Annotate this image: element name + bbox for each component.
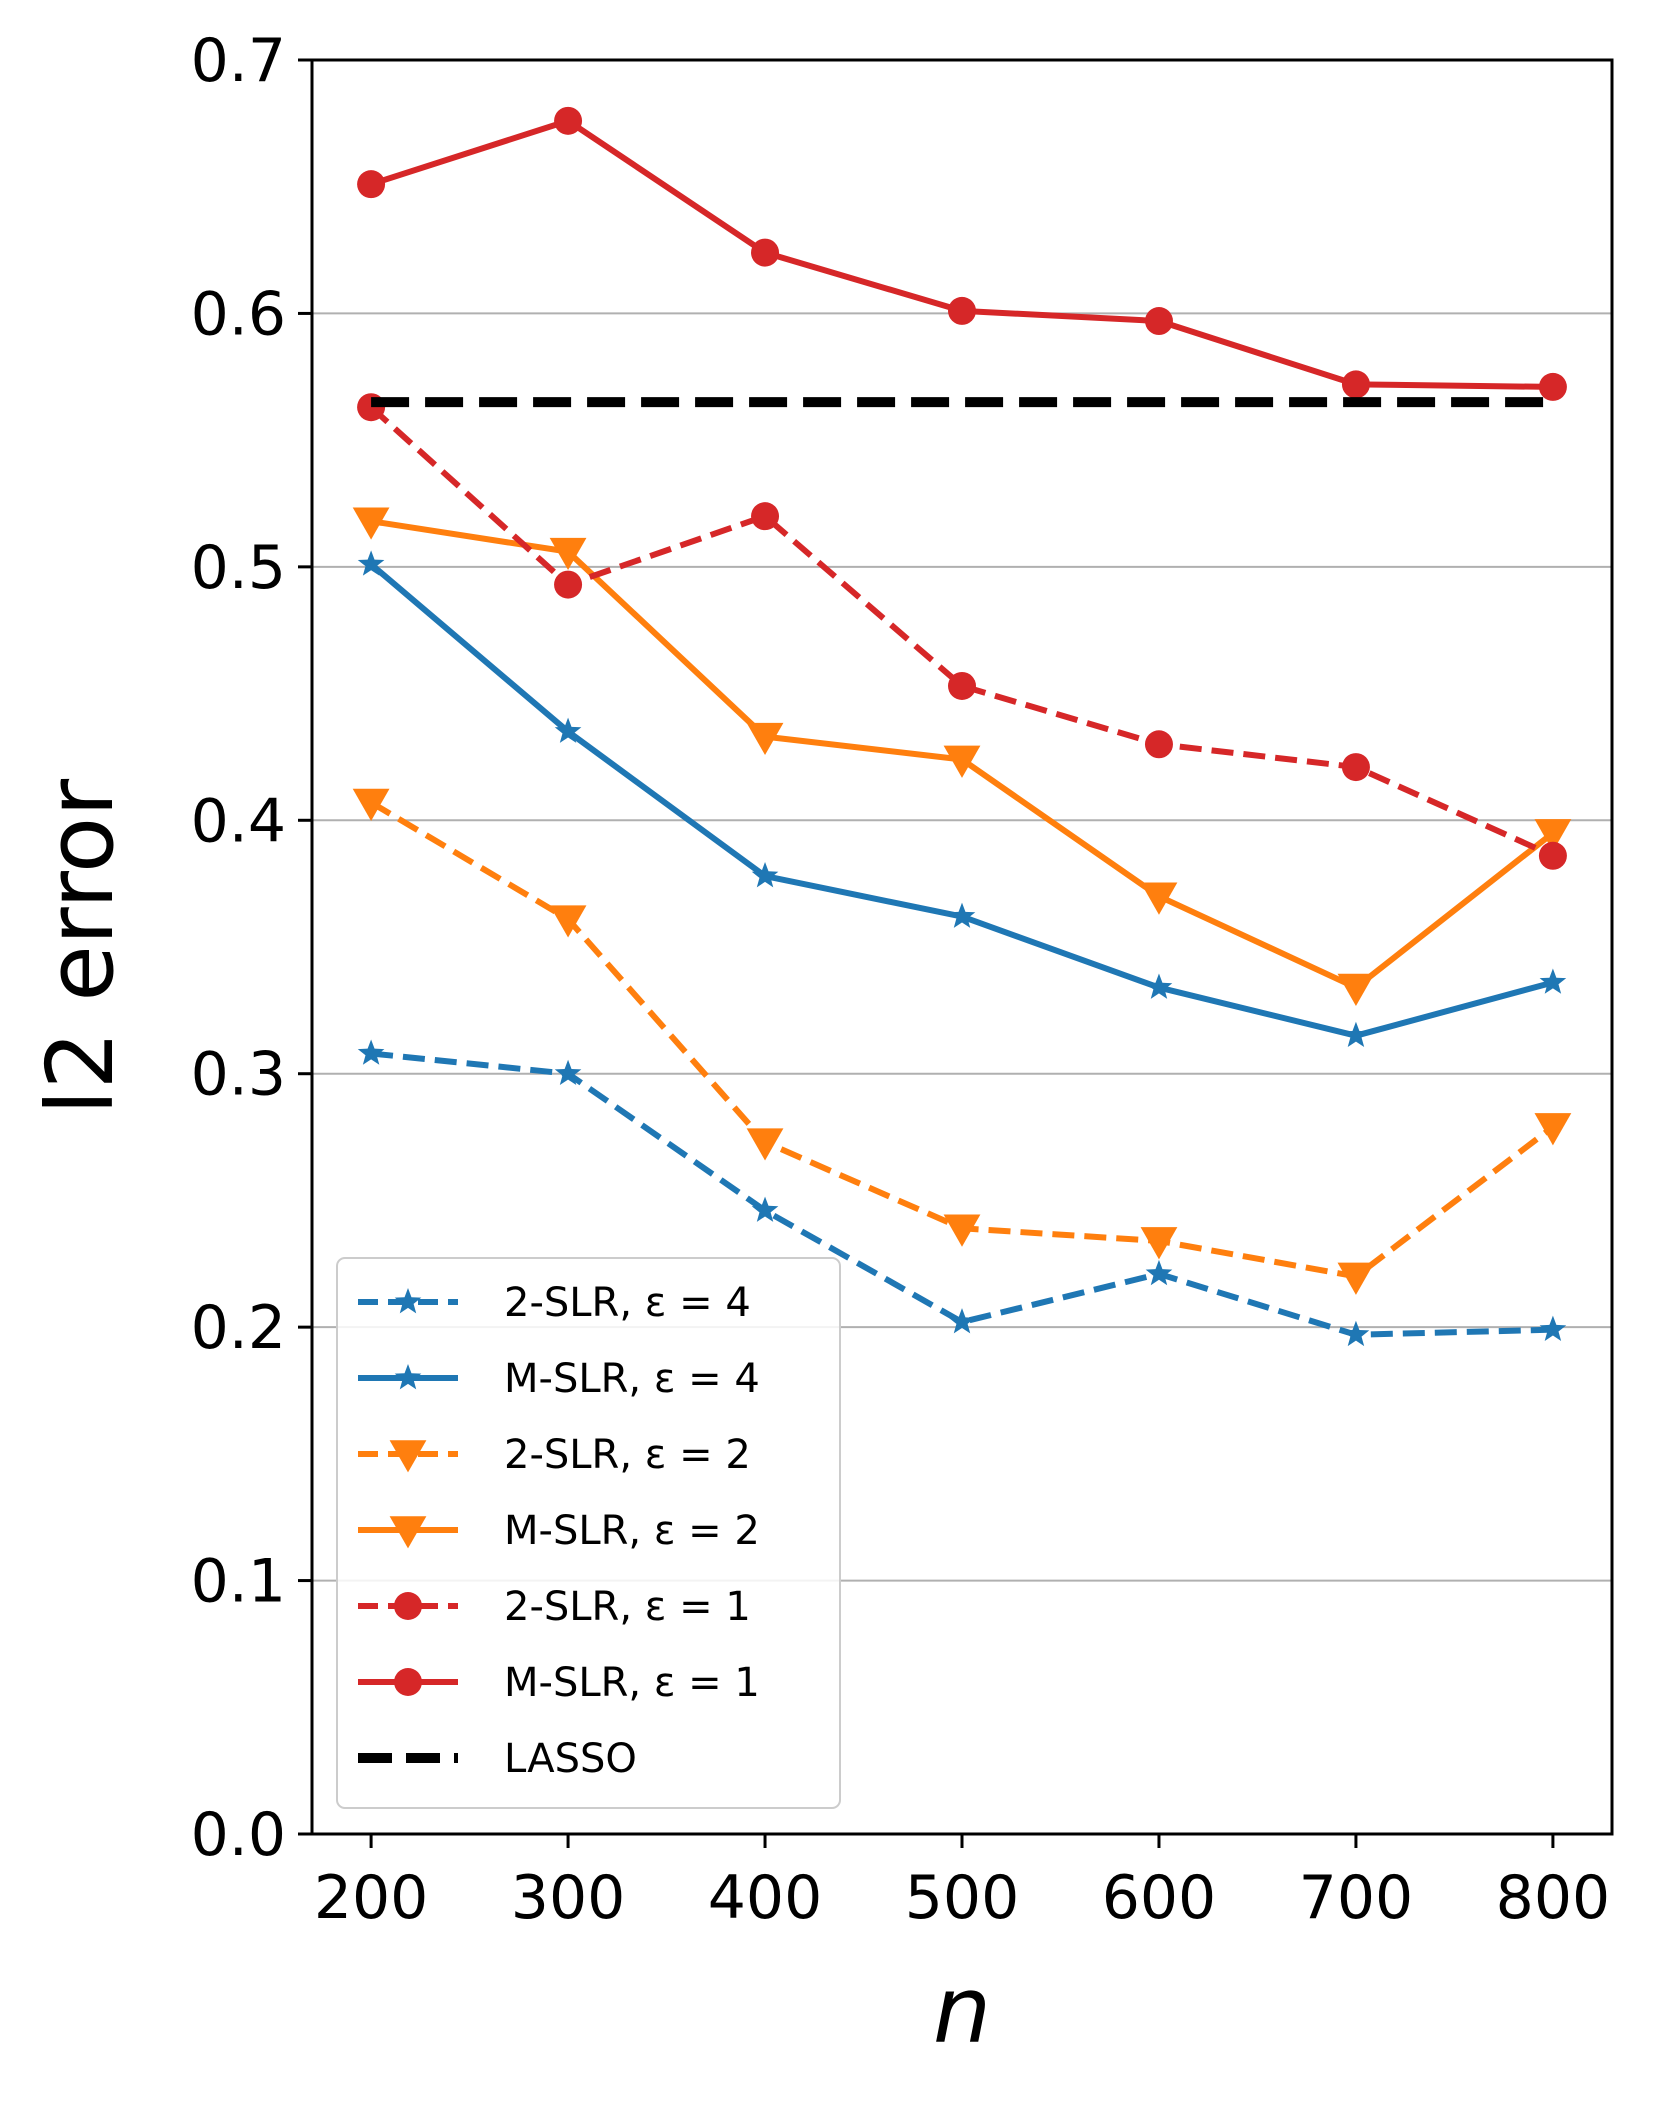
x-axis-label: n — [933, 1957, 991, 2064]
x-axis: 200 300 400 500 600 700 800 — [314, 1834, 1610, 1933]
data-point-star — [1539, 1315, 1567, 1342]
data-point-star — [357, 550, 385, 576]
series — [357, 1039, 1567, 1347]
data-point-circle — [751, 238, 780, 267]
legend-box — [336, 1257, 841, 1809]
data-point-star — [394, 1364, 422, 1390]
data-point-circle — [394, 1668, 422, 1696]
data-point-triangle — [943, 745, 981, 778]
data-point-triangle — [1337, 973, 1375, 1006]
data-point-star — [357, 1039, 385, 1065]
data-point-circle — [1341, 370, 1370, 399]
y-tick-label: 0.2 — [191, 1293, 286, 1363]
data-point-triangle — [1534, 1113, 1572, 1146]
legend-label: LASSO — [504, 1736, 637, 1782]
series-line — [369, 799, 1555, 1280]
y-tick-label: 0.1 — [191, 1547, 286, 1617]
data-point-circle — [1144, 307, 1173, 336]
legend-label: M-SLR, ε = 1 — [504, 1660, 760, 1706]
y-axis: 0.0 0.1 0.2 0.3 0.4 0.5 0.6 0.7 — [191, 26, 312, 1870]
series-line — [370, 117, 1553, 390]
x-tick-label: 800 — [1496, 1863, 1611, 1933]
data-point-circle — [1341, 753, 1370, 782]
data-point-circle — [394, 1592, 422, 1620]
data-point-star — [948, 902, 976, 928]
data-point-star — [751, 1196, 779, 1222]
series — [352, 788, 1572, 1295]
data-point-star — [1539, 968, 1567, 994]
data-point-triangle — [549, 905, 587, 938]
legend: 2-SLR, ε = 4 M-SLR, ε = 4 2-SLR, ε = 2 M-SL… — [336, 1257, 841, 1809]
data-point-triangle — [389, 1440, 427, 1473]
legend-label: M-SLR, ε = 2 — [504, 1508, 760, 1554]
y-tick-label: 0.6 — [191, 279, 286, 349]
legend-label: 2-SLR, ε = 4 — [504, 1280, 751, 1326]
series-line — [369, 404, 1555, 859]
y-tick-label: 0.0 — [191, 1800, 286, 1870]
data-point-triangle — [943, 1214, 981, 1247]
data-point-circle — [1144, 730, 1173, 759]
data-point-star — [394, 1288, 422, 1314]
x-tick-label: 600 — [1102, 1863, 1217, 1933]
data-point-triangle — [352, 507, 390, 540]
x-tick-label: 200 — [314, 1863, 429, 1933]
data-point-circle — [751, 502, 780, 531]
series — [357, 393, 1567, 870]
y-tick-label: 0.4 — [191, 786, 286, 856]
y-axis-label: l2 error — [27, 779, 134, 1115]
y-tick-label: 0.7 — [191, 26, 286, 96]
data-point-star — [554, 1059, 582, 1086]
series-line — [369, 562, 1554, 1039]
data-point-triangle — [1140, 882, 1178, 915]
data-point-circle — [948, 296, 976, 325]
legend-label: 2-SLR, ε = 2 — [504, 1432, 751, 1478]
series — [352, 507, 1572, 1006]
data-point-star — [1342, 1021, 1370, 1048]
data-point-circle — [1538, 841, 1567, 870]
data-point-star — [751, 862, 779, 888]
data-point-star — [1145, 973, 1173, 999]
legend-label: M-SLR, ε = 4 — [504, 1356, 760, 1402]
x-tick-label: 400 — [708, 1863, 823, 1933]
data-point-star — [1145, 1259, 1173, 1286]
x-tick-label: 500 — [905, 1863, 1020, 1933]
data-point-star — [1342, 1320, 1370, 1347]
data-point-circle — [554, 106, 583, 135]
data-point-triangle — [549, 537, 587, 571]
y-tick-label: 0.5 — [191, 533, 286, 603]
data-point-circle — [1538, 372, 1567, 401]
series-layer — [352, 106, 1572, 1347]
data-point-triangle — [352, 788, 390, 821]
legend-label: 2-SLR, ε = 1 — [504, 1584, 751, 1630]
data-point-triangle — [1140, 1227, 1178, 1260]
data-point-circle — [948, 671, 976, 700]
data-point-circle — [554, 570, 583, 599]
data-point-triangle — [1337, 1262, 1375, 1295]
y-tick-label: 0.3 — [191, 1040, 286, 1110]
series — [357, 550, 1567, 1048]
x-tick-label: 300 — [511, 1863, 626, 1933]
data-point-triangle — [746, 1128, 784, 1161]
data-point-triangle — [1534, 819, 1572, 852]
data-point-triangle — [389, 1516, 427, 1549]
data-point-star — [948, 1308, 976, 1334]
data-point-star — [554, 717, 582, 743]
data-point-triangle — [746, 722, 784, 756]
x-tick-label: 700 — [1299, 1863, 1414, 1933]
series — [357, 106, 1567, 401]
data-point-circle — [357, 170, 386, 199]
